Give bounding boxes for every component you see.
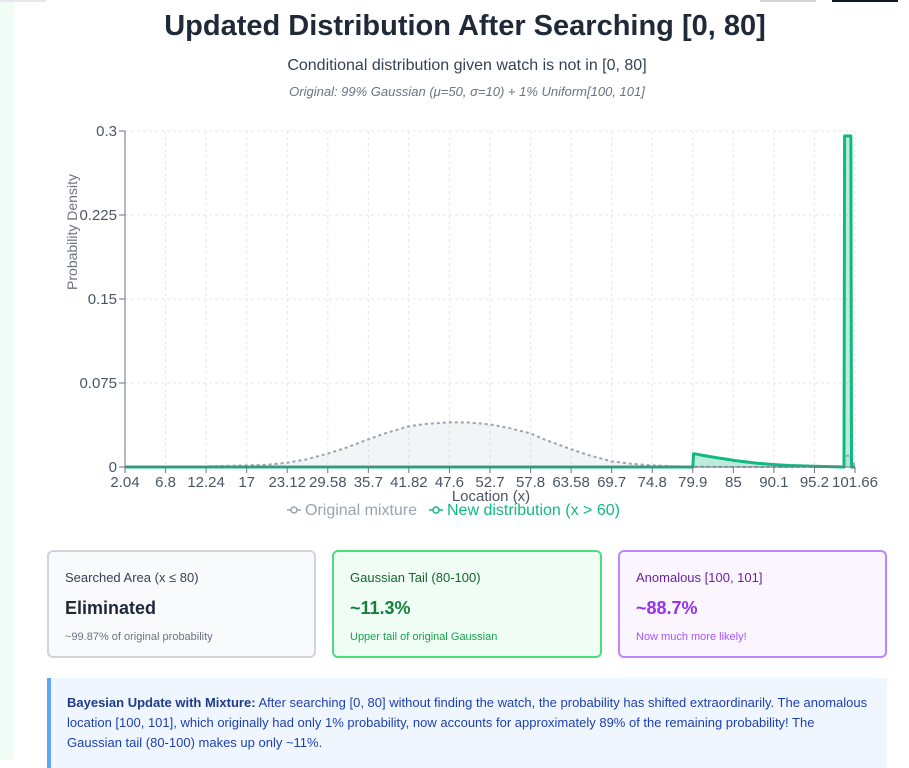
chart-lines bbox=[124, 134, 856, 469]
x-tick-label: 69.7 bbox=[597, 474, 626, 491]
gaussian-tail-label: Gaussian Tail (80-100) bbox=[350, 570, 481, 585]
x-tick-label: 17 bbox=[238, 474, 255, 491]
chart-areas bbox=[124, 136, 855, 467]
x-tick-label: 23.12 bbox=[268, 474, 306, 491]
x-tick-label: 12.24 bbox=[187, 474, 225, 491]
y-tick-label: 0.225 bbox=[79, 207, 117, 224]
y-tick-label: 0 bbox=[109, 459, 117, 476]
x-tick-label: 74.8 bbox=[638, 474, 667, 491]
anomalous-value: ~88.7% bbox=[636, 598, 698, 618]
series-line-0 bbox=[124, 421, 856, 468]
gaussian-tail-value: ~11.3% bbox=[350, 598, 411, 618]
x-tick-label: 2.04 bbox=[110, 474, 139, 491]
x-axis-label: Location (x) bbox=[452, 488, 530, 505]
x-tick-label: 95.2 bbox=[800, 474, 829, 491]
x-tick-label: 29.58 bbox=[309, 474, 347, 491]
anomalous-card: Anomalous [100, 101] ~88.7% Now much mor… bbox=[618, 550, 887, 658]
y-axis-label: Probability Density bbox=[64, 174, 80, 290]
x-tick-label: 79.9 bbox=[678, 474, 707, 491]
x-tick-label: 85 bbox=[725, 474, 742, 491]
x-tick-label: 57.8 bbox=[516, 474, 545, 491]
y-tick-label: 0.3 bbox=[96, 123, 117, 140]
searched-area-note: ~99.87% of original probability bbox=[65, 631, 213, 643]
callout-heading: Bayesian Update with Mixture: bbox=[67, 695, 256, 710]
legend-label-new: New distribution (x > 60) bbox=[447, 502, 620, 519]
legend-label-original: Original mixture bbox=[305, 502, 417, 519]
searched-area-value: Eliminated bbox=[65, 598, 157, 618]
anomalous-note: Now much more likely! bbox=[636, 631, 747, 643]
callout-body: After searching [0, 80] without finding … bbox=[67, 695, 868, 750]
chart-subtitle: Conditional distribution given watch is … bbox=[287, 57, 647, 74]
top-control-middle[interactable] bbox=[760, 0, 816, 2]
series-area-0 bbox=[124, 422, 855, 467]
page-left-strip bbox=[0, 0, 14, 760]
bayesian-update-callout: Bayesian Update with Mixture: After sear… bbox=[47, 678, 887, 768]
x-tick-label: 41.82 bbox=[390, 474, 428, 491]
legend-item-new[interactable]: New distribution (x > 60) bbox=[429, 502, 620, 519]
original-mixture-note: Original: 99% Gaussian (μ=50, σ=10) + 1%… bbox=[289, 84, 645, 99]
chart-ticks: 0 0.075 0.15 0.225 0.3 2.04 6.8 12.24 17 23.12 29.… bbox=[79, 123, 877, 491]
searched-area-label: Searched Area (x ≤ 80) bbox=[65, 570, 199, 585]
series-line-1 bbox=[124, 134, 855, 469]
chart-legend: Original mixture New distribution (x > 6… bbox=[287, 502, 620, 519]
chart-grid bbox=[124, 130, 856, 468]
x-tick-label: 101.66 bbox=[832, 474, 878, 491]
top-control-left[interactable] bbox=[0, 0, 46, 2]
distribution-chart: 0 0.075 0.15 0.225 0.3 2.04 6.8 12.24 17 23.12 29.… bbox=[64, 123, 878, 519]
x-tick-label: 90.1 bbox=[759, 474, 788, 491]
y-tick-label: 0.075 bbox=[79, 375, 117, 392]
y-tick-label: 0.15 bbox=[88, 291, 117, 308]
x-tick-label: 35.7 bbox=[354, 474, 383, 491]
x-tick-label: 63.58 bbox=[552, 474, 590, 491]
gaussian-tail-card: Gaussian Tail (80-100) ~11.3% Upper tail… bbox=[332, 550, 602, 658]
gaussian-tail-note: Upper tail of original Gaussian bbox=[350, 631, 498, 643]
legend-item-original[interactable]: Original mixture bbox=[287, 502, 417, 519]
searched-area-card: Searched Area (x ≤ 80) Eliminated ~99.87… bbox=[47, 550, 316, 658]
anomalous-label: Anomalous [100, 101] bbox=[636, 570, 763, 585]
x-tick-label: 52.7 bbox=[475, 474, 504, 491]
top-control-right[interactable] bbox=[832, 0, 898, 2]
page-title: Updated Distribution After Searching [0,… bbox=[164, 10, 766, 42]
x-tick-label: 6.8 bbox=[155, 474, 176, 491]
x-tick-label: 47.6 bbox=[435, 474, 464, 491]
